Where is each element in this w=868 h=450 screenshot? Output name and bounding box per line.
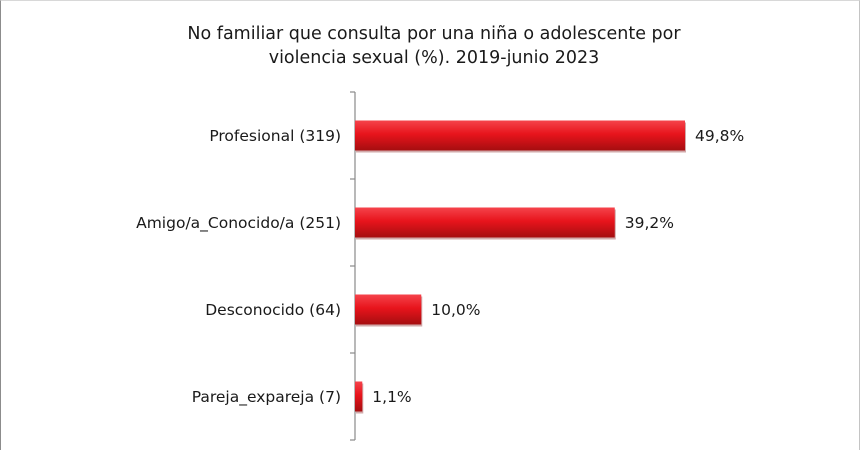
bar [355, 120, 685, 151]
bar [355, 294, 422, 325]
bar [355, 207, 615, 238]
chart-title-line-1: No familiar que consulta por una niña o … [187, 24, 681, 44]
data-label: 1,1% [372, 388, 411, 406]
category-label: Profesional (319) [209, 127, 341, 145]
chart-title-line-2: violencia sexual (%). 2019-junio 2023 [268, 48, 600, 68]
category-label: Amigo/a_Conocido/a (251) [136, 214, 341, 233]
data-label: 39,2% [625, 214, 674, 232]
data-label: 10,0% [431, 301, 480, 319]
category-label: Desconocido (64) [205, 301, 341, 319]
category-label: Pareja_expareja (7) [192, 388, 341, 407]
data-label: 49,8% [695, 127, 744, 145]
chart-title: No familiar que consulta por una niña o … [0, 22, 868, 70]
bar [355, 381, 363, 412]
